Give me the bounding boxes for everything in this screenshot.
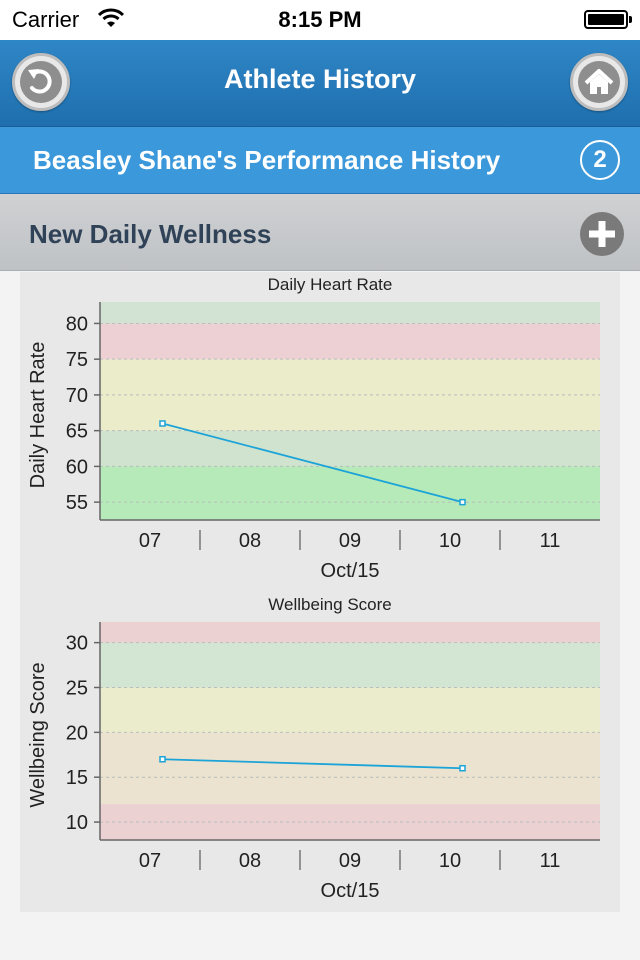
add-button[interactable] (580, 212, 624, 256)
charts-canvas: 55 60 65 70 75 80 07 08 09 10 11 Daily Heart Rate Oc… (27, 275, 600, 902)
page-title: Athlete History (223, 64, 417, 94)
y-tick-label: 80 (66, 313, 88, 335)
y-tick-label: 60 (66, 456, 88, 478)
wifi-icon (97, 8, 125, 33)
y-tick-label: 70 (66, 385, 88, 407)
y-tick-label: 65 (66, 421, 88, 443)
y-tick-label: 15 (66, 767, 88, 789)
chart-title: Daily Heart Rate (268, 275, 393, 294)
x-axis-label: Oct/15 (321, 880, 380, 902)
x-tick-label: 10 (439, 530, 461, 552)
data-point (459, 764, 466, 772)
x-tick-label: 07 (139, 530, 161, 552)
x-tick-label: 09 (339, 530, 361, 552)
plus-circle-icon (589, 221, 615, 247)
x-axis-label: Oct/15 (321, 560, 380, 582)
series-line (162, 758, 463, 770)
chart-2: 10 15 20 25 30 07 08 09 10 11 Wellbeing Score Oct/1… (27, 595, 600, 902)
chart-1: 55 60 65 70 75 80 07 08 09 10 11 Daily Heart Rate Oc… (27, 275, 600, 582)
section-title: New Daily Wellness (29, 219, 272, 249)
y-tick-label: 20 (66, 722, 88, 744)
chart-band (100, 732, 600, 805)
status-bar: Carrier 8:15 PM (0, 0, 640, 40)
chart-band (100, 430, 600, 467)
data-point (159, 420, 166, 427)
y-axis-label: Daily Heart Rate (27, 342, 49, 489)
chart-band (100, 323, 600, 360)
section-header[interactable]: New Daily Wellness (0, 194, 640, 271)
y-axis-label: Wellbeing Score (27, 662, 49, 807)
chart-band (100, 687, 600, 733)
battery-icon (584, 10, 632, 29)
y-tick-label: 30 (66, 633, 88, 655)
data-point (459, 498, 466, 506)
x-tick-label: 09 (339, 850, 361, 872)
home-button[interactable] (570, 53, 628, 111)
y-tick-label: 55 (66, 492, 88, 514)
charts-panel: 55 60 65 70 75 80 07 08 09 10 11 Daily Heart Rate Oc… (20, 272, 620, 912)
clock: 8:15 PM (278, 7, 362, 32)
back-arrow-icon (28, 69, 52, 94)
data-point (159, 756, 166, 763)
performance-history-header: Beasley Shane's Performance History 2 (0, 127, 640, 194)
performance-history-title: Beasley Shane's Performance History (33, 145, 501, 175)
x-tick-label: 11 (540, 530, 561, 552)
series-line (162, 422, 463, 504)
x-tick-label: 07 (139, 850, 161, 872)
chart-title: Wellbeing Score (268, 595, 391, 614)
x-tick-label: 11 (540, 850, 561, 872)
x-tick-label: 10 (439, 850, 461, 872)
chart-band (100, 642, 600, 688)
chart-band (100, 466, 600, 520)
chart-band (100, 302, 600, 324)
carrier-label: Carrier (12, 7, 80, 32)
back-button[interactable] (12, 53, 70, 111)
x-tick-label: 08 (239, 850, 261, 872)
y-tick-label: 25 (66, 677, 88, 699)
x-tick-label: 08 (239, 530, 261, 552)
y-tick-label: 10 (66, 812, 88, 834)
chart-band (100, 622, 600, 643)
nav-bar: Athlete History (0, 40, 640, 127)
count-badge[interactable]: 2 (580, 140, 620, 180)
home-icon (584, 69, 614, 94)
y-tick-label: 75 (66, 349, 88, 371)
